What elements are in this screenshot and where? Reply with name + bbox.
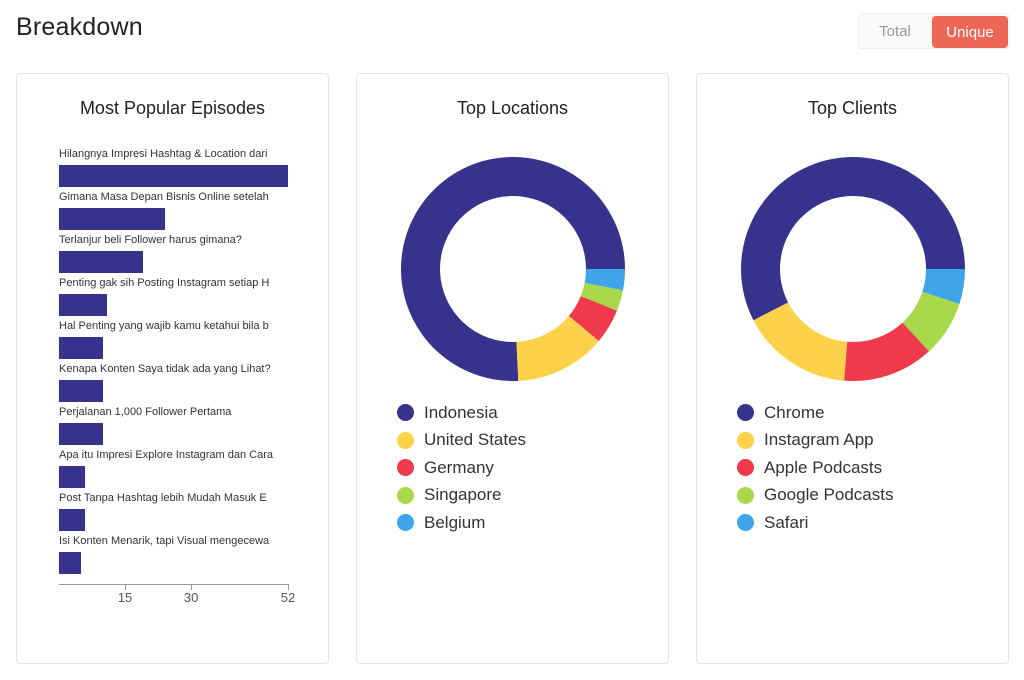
legend-item[interactable]: United States <box>397 427 526 455</box>
legend-dot <box>737 486 754 504</box>
legend-dot <box>737 431 754 449</box>
clients-donut-chart <box>741 157 965 381</box>
unique-button[interactable]: Unique <box>932 16 1008 48</box>
donut-slice[interactable] <box>753 302 848 381</box>
legend-label: Apple Podcasts <box>764 457 883 477</box>
legend-label: Chrome <box>764 402 825 422</box>
legend-label: Instagram App <box>764 430 874 450</box>
episode-bar[interactable] <box>59 294 108 316</box>
x-axis-line <box>59 584 288 585</box>
legend-item[interactable]: Google Podcasts <box>737 482 893 510</box>
legend-label: Germany <box>424 457 494 477</box>
episode-bar[interactable] <box>59 380 104 402</box>
locations-legend: Indonesia United States Germany Singapore Be… <box>397 399 526 537</box>
episodes-card: Most Popular Episodes Hilangnya Impresi … <box>16 73 329 664</box>
donut-slice[interactable] <box>902 291 960 352</box>
legend-label: Google Podcasts <box>764 485 894 505</box>
donut-slice[interactable] <box>741 157 965 321</box>
episode-label: Hilangnya Impresi Hashtag & Location dar… <box>59 148 268 160</box>
donut-slice[interactable] <box>401 157 625 381</box>
donut-slice[interactable] <box>580 282 623 311</box>
legend-item[interactable]: Apple Podcasts <box>737 454 893 482</box>
legend-item[interactable]: Safari <box>737 509 893 537</box>
episode-bar[interactable] <box>59 337 104 359</box>
episode-label: Perjalanan 1,000 Follower Pertama <box>59 406 232 418</box>
donut-slice[interactable] <box>922 269 965 304</box>
legend-item[interactable]: Indonesia <box>397 399 526 427</box>
clients-legend: Chrome Instagram App Apple Podcasts Google … <box>737 399 893 537</box>
legend-dot <box>397 404 414 422</box>
legend-label: Singapore <box>424 485 502 505</box>
legend-label: Belgium <box>424 512 486 532</box>
legend-dot <box>737 459 754 477</box>
x-axis-tick <box>287 584 289 590</box>
episode-bar[interactable] <box>59 251 143 273</box>
legend-dot <box>397 459 414 477</box>
locations-card: Top Locations Indonesia United States Germ… <box>356 73 669 664</box>
legend-dot <box>397 514 414 532</box>
episode-label: Apa itu Impresi Explore Instagram dan Ca… <box>59 449 273 461</box>
episode-label: Penting gak sih Posting Instagram setiap… <box>59 277 270 289</box>
legend-item[interactable]: Chrome <box>737 399 893 427</box>
episode-bar[interactable] <box>59 423 104 445</box>
locations-card-title: Top Locations <box>456 98 569 118</box>
episode-label: Kenapa Konten Saya tidak ada yang Lihat? <box>59 363 271 375</box>
legend-dot <box>397 431 414 449</box>
donut-slice[interactable] <box>584 269 625 291</box>
legend-label: Safari <box>764 512 809 532</box>
legend-item[interactable]: Instagram App <box>737 427 893 455</box>
episode-bar[interactable] <box>59 165 288 187</box>
locations-donut-chart <box>401 157 625 381</box>
legend-dot <box>737 514 754 532</box>
x-axis-tick-label: 52 <box>280 590 296 605</box>
episode-bar[interactable] <box>59 509 86 531</box>
episode-label: Isi Konten Menarik, tapi Visual mengecew… <box>59 535 270 547</box>
donut-slice[interactable] <box>568 296 617 341</box>
x-axis-tick <box>124 584 126 590</box>
page-title: Breakdown <box>16 13 143 41</box>
episode-label: Hal Penting yang wajib kamu ketahui bila… <box>59 320 269 332</box>
clients-card: Top Clients Chrome Instagram App Apple Pod… <box>696 73 1009 664</box>
episodes-card-title: Most Popular Episodes <box>79 98 266 118</box>
episode-label: Gimana Masa Depan Bisnis Online setelah <box>59 191 269 203</box>
episode-label: Terlanjur beli Follower harus gimana? <box>59 234 242 246</box>
donut-slice[interactable] <box>844 322 929 381</box>
legend-dot <box>737 404 754 422</box>
donut-slice[interactable] <box>516 315 599 381</box>
x-axis-tick <box>190 584 192 590</box>
legend-dot <box>397 486 414 504</box>
total-unique-toggle: Total Unique <box>858 13 1010 49</box>
legend-item[interactable]: Germany <box>397 454 526 482</box>
episode-label: Post Tanpa Hashtag lebih Mudah Masuk E <box>59 492 267 504</box>
clients-card-title: Top Clients <box>807 98 898 118</box>
episode-bar[interactable] <box>59 208 165 230</box>
legend-label: Indonesia <box>424 402 498 422</box>
x-axis-tick-label: 15 <box>117 590 133 605</box>
x-axis-tick-label: 30 <box>183 590 199 605</box>
total-button[interactable]: Total <box>879 22 911 40</box>
legend-item[interactable]: Singapore <box>397 482 526 510</box>
episode-bar[interactable] <box>59 466 86 488</box>
legend-item[interactable]: Belgium <box>397 509 526 537</box>
episode-bar[interactable] <box>59 552 82 574</box>
legend-label: United States <box>424 430 527 450</box>
